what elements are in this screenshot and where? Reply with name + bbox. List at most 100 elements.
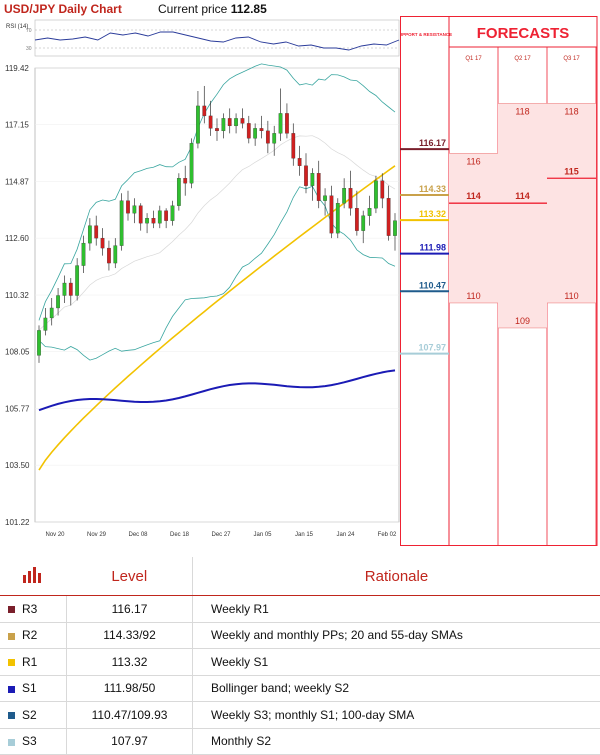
candle-body — [63, 283, 66, 295]
candle-body — [298, 158, 301, 165]
color-square-icon — [8, 712, 15, 719]
color-square-icon — [8, 606, 15, 613]
candle-body — [69, 283, 72, 295]
level-rationale: Bollinger band; weekly S2 — [193, 675, 600, 702]
rsi-tick: 70 — [26, 28, 32, 34]
candle-body — [292, 133, 295, 158]
candle-body — [190, 143, 193, 183]
forecast-low-value: 109 — [515, 316, 530, 326]
rationale-col-header: Rationale — [193, 557, 600, 596]
x-tick-label: Dec 08 — [128, 532, 148, 538]
x-tick-label: Dec 18 — [170, 532, 190, 538]
forecast-range — [449, 153, 498, 303]
x-tick-label: Nov 20 — [45, 532, 65, 538]
candle-body — [387, 198, 390, 235]
candle-body — [177, 178, 180, 205]
level-color-swatch — [0, 596, 22, 623]
candle-body — [304, 166, 307, 186]
quarter-label: Q1 17 — [465, 56, 482, 62]
candle-body — [330, 196, 333, 233]
sr-level-label: 116.17 — [419, 138, 446, 148]
sr-level-label: 111.98 — [419, 243, 446, 253]
level-value: 113.32 — [67, 649, 193, 676]
x-tick-label: Jan 24 — [336, 532, 355, 538]
price-chart: RSI (14)7030119.42117.15114.87112.60110.… — [0, 18, 400, 548]
candle-body — [222, 118, 225, 130]
forecast-low-value: 110 — [564, 291, 578, 301]
candle-body — [37, 330, 40, 355]
candle-body — [44, 318, 47, 330]
quarter-label: Q2 17 — [514, 56, 531, 62]
candle-body — [361, 216, 364, 231]
x-tick-label: Jan 15 — [295, 532, 314, 538]
forecast-low-value: 110 — [466, 291, 480, 301]
forecast-mid-value: 115 — [564, 166, 579, 176]
candle-body — [355, 208, 358, 230]
candle-body — [209, 116, 212, 128]
y-tick-label: 110.32 — [5, 291, 29, 300]
forecast-mid-value: 114 — [515, 191, 530, 201]
x-tick-label: Jan 05 — [253, 532, 272, 538]
candle-body — [241, 118, 244, 123]
x-tick-label: Feb 02 — [378, 532, 397, 538]
candle-body — [158, 211, 161, 223]
candle-body — [342, 188, 345, 203]
candle-body — [260, 128, 263, 130]
candle-body — [120, 201, 123, 246]
candle-body — [183, 178, 186, 183]
level-color-swatch — [0, 728, 22, 755]
forecast-high-value: 116 — [466, 156, 480, 166]
level-value: 110.47/109.93 — [67, 702, 193, 729]
color-square-icon — [8, 659, 15, 666]
chart-header: USD/JPY Daily Chart Current price 112.85 — [0, 0, 400, 18]
candle-body — [253, 128, 256, 138]
candle-body — [349, 188, 352, 208]
y-tick-label: 117.15 — [5, 121, 29, 130]
candle-body — [126, 201, 129, 213]
y-tick-label: 112.60 — [5, 234, 29, 243]
color-square-icon — [8, 686, 15, 693]
level-name: R3 — [22, 596, 67, 623]
level-name: S3 — [22, 728, 67, 755]
candle-body — [75, 266, 78, 296]
level-color-swatch — [0, 702, 22, 729]
current-price: Current price 112.85 — [158, 2, 267, 16]
candle-body — [82, 243, 85, 265]
forecast-mid-value: 114 — [466, 191, 481, 201]
candle-body — [368, 208, 371, 215]
candle-body — [272, 133, 275, 143]
level-rationale: Weekly R1 — [193, 596, 600, 623]
x-tick-label: Nov 29 — [87, 532, 107, 538]
level-col-header: Level — [67, 557, 193, 596]
color-square-icon — [8, 739, 15, 746]
candle-body — [101, 238, 104, 248]
quarter-label: Q3 17 — [563, 56, 580, 62]
candle-body — [311, 173, 314, 185]
sr-level-label: 114.33 — [419, 184, 446, 194]
candle-body — [285, 113, 288, 133]
level-color-swatch — [0, 675, 22, 702]
y-tick-label: 105.77 — [5, 405, 30, 414]
candle-body — [203, 106, 206, 116]
candle-body — [228, 118, 231, 125]
levels-table-header: Level Rationale — [0, 557, 600, 596]
level-value: 114.33/92 — [67, 622, 193, 649]
candle-body — [215, 128, 218, 130]
candle-body — [164, 211, 167, 221]
candle-body — [88, 226, 91, 243]
level-rationale: Weekly S3; monthly S1; 100-day SMA — [193, 702, 600, 729]
y-tick-label: 119.42 — [5, 64, 29, 73]
level-color-swatch — [0, 622, 22, 649]
candle-body — [247, 123, 250, 138]
level-name: S2 — [22, 702, 67, 729]
x-tick-label: Dec 27 — [211, 532, 231, 538]
level-value: 116.17 — [67, 596, 193, 623]
current-price-value: 112.85 — [231, 2, 267, 16]
level-rationale: Monthly S2 — [193, 728, 600, 755]
